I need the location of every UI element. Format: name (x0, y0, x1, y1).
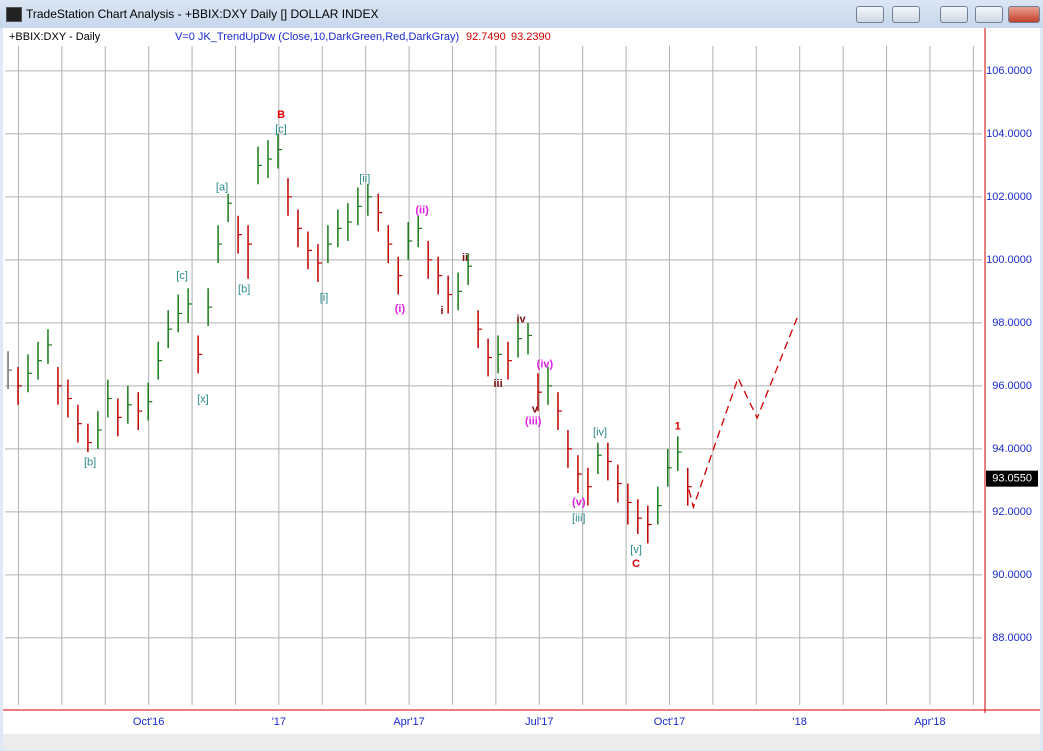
y-tick-label: 90.0000 (992, 569, 1032, 581)
close-button[interactable] (1008, 6, 1040, 23)
y-tick-label: 98.0000 (992, 317, 1032, 329)
x-tick-label: Apr'17 (393, 716, 424, 728)
wave-label: [iv] (593, 427, 607, 439)
chart: +BBIX:DXY - Daily V=0 JK_TrendUpDw (Clos… (3, 28, 1040, 750)
x-tick-label: Apr'18 (914, 716, 945, 728)
indicator-value: 92.7490 (466, 31, 506, 43)
wave-label: [iii] (572, 513, 585, 525)
wave-label: (iii) (525, 416, 542, 428)
y-tick-label: 100.0000 (986, 254, 1032, 266)
minimize-button[interactable] (940, 6, 968, 23)
wave-label: [c] (176, 270, 188, 282)
x-tick-label: Oct'17 (654, 716, 685, 728)
symbol-label: +BBIX:DXY - Daily (9, 31, 101, 43)
wave-label: 1 (675, 421, 681, 433)
indicator-value: 93.2390 (511, 31, 551, 43)
wave-label: [v] (630, 544, 642, 556)
y-tick-label: 102.0000 (986, 191, 1032, 203)
last-price-box (986, 470, 1038, 487)
wave-label: (i) (395, 303, 406, 315)
scroll-bar[interactable] (3, 734, 1040, 750)
wave-label: [b] (238, 284, 250, 296)
wave-label: [c] (275, 124, 287, 136)
wave-label: i (441, 305, 444, 317)
last-price-label: 93.0550 (992, 473, 1032, 485)
projection-line (688, 317, 798, 510)
x-tick-label: Jul'17 (525, 716, 553, 728)
wave-label: [b] (84, 457, 96, 469)
chart-background (3, 28, 1040, 750)
wave-label: v (532, 404, 539, 416)
wave-label: [a] (216, 182, 228, 194)
y-tick-label: 106.0000 (986, 65, 1032, 77)
wave-label: [x] (197, 394, 209, 406)
x-tick-label: '17 (272, 716, 286, 728)
y-tick-label: 104.0000 (986, 128, 1032, 140)
wave-label: C (632, 558, 640, 570)
wave-label: ii (462, 252, 468, 264)
y-tick-label: 88.0000 (992, 632, 1032, 644)
y-tick-label: 94.0000 (992, 443, 1032, 455)
wave-label: (v) (572, 497, 586, 509)
wave-label: [ii] (359, 173, 370, 185)
wave-label: iv (516, 314, 526, 326)
title-bar: TradeStation Chart Analysis - +BBIX:DXY … (0, 0, 1043, 28)
x-tick-label: '18 (793, 716, 807, 728)
wave-label: (iv) (537, 359, 554, 371)
window-title: TradeStation Chart Analysis - +BBIX:DXY … (26, 7, 379, 21)
x-tick-label: Oct'16 (133, 716, 164, 728)
wave-label: iii (493, 378, 502, 390)
indicator-label: V=0 JK_TrendUpDw (Close,10,DarkGreen,Red… (175, 31, 459, 43)
app-icon (6, 7, 22, 22)
symbol-link-button[interactable] (856, 6, 884, 23)
y-tick-label: 96.0000 (992, 380, 1032, 392)
wave-label: B (277, 109, 285, 121)
wave-label: (ii) (415, 205, 429, 217)
wave-label: [i] (320, 292, 329, 304)
y-tick-label: 92.0000 (992, 506, 1032, 518)
maximize-button[interactable] (975, 6, 1003, 23)
workspace-link-button[interactable] (892, 6, 920, 23)
